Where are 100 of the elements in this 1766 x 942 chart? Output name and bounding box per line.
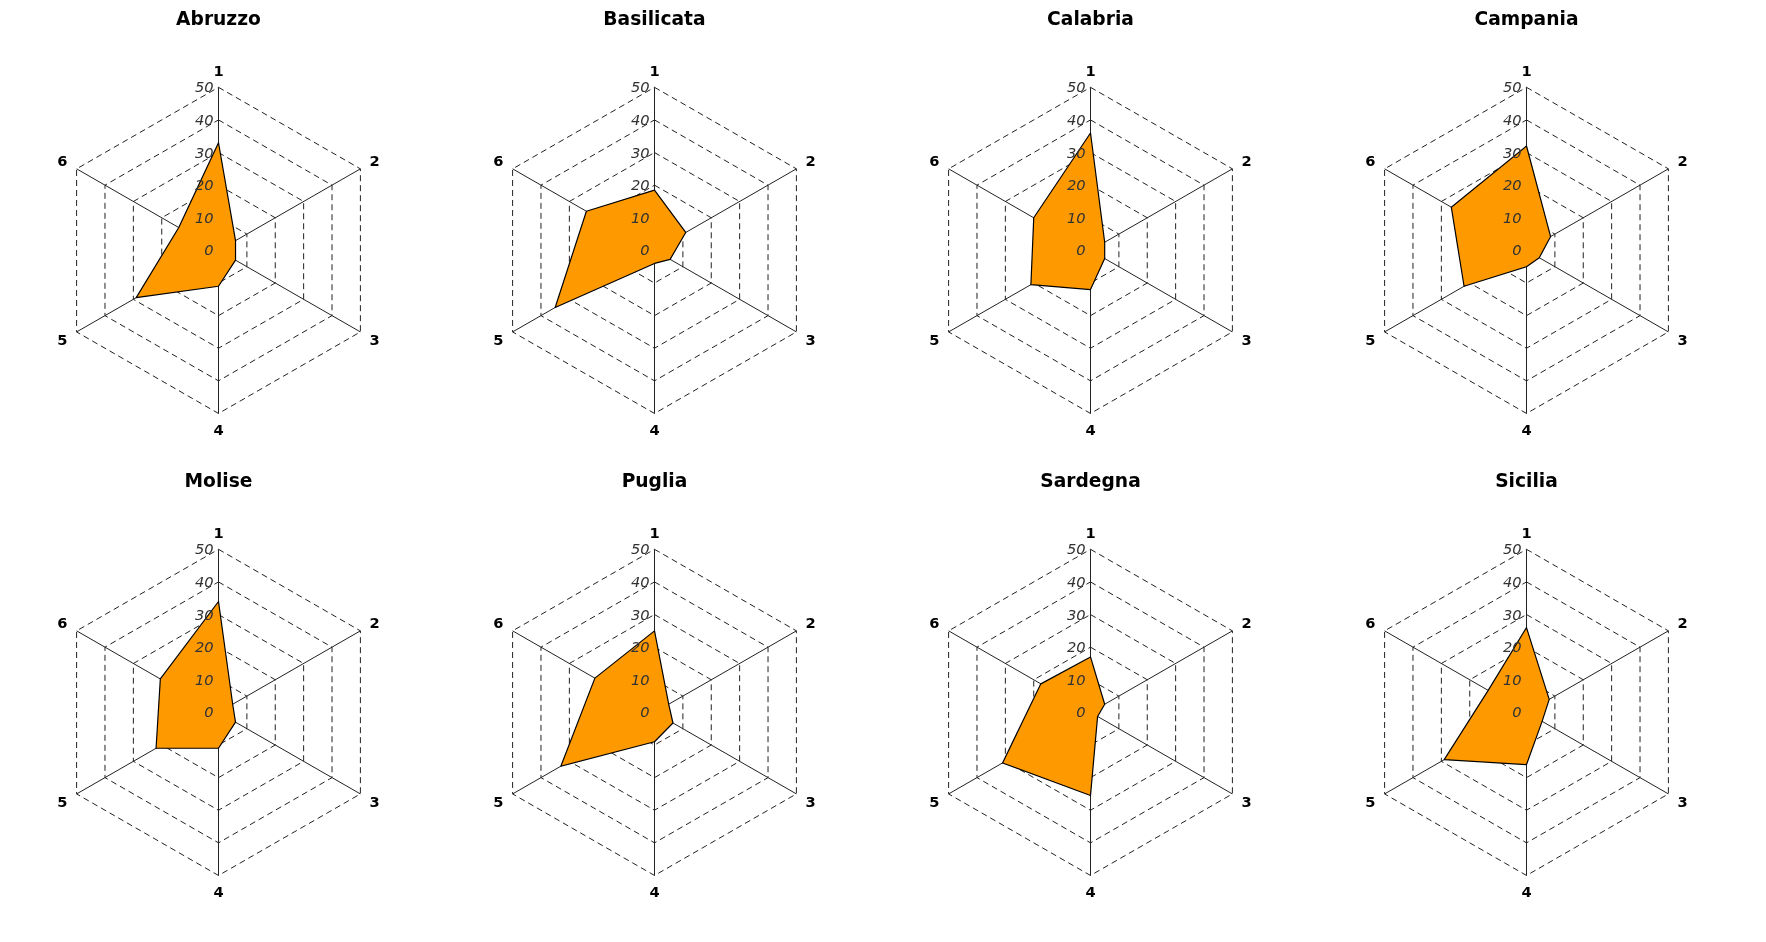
spoke-label: 2 [805, 613, 816, 631]
spoke-label: 2 [1241, 151, 1252, 169]
y-tick-label: 40 [1066, 110, 1086, 128]
spoke-label: 5 [57, 793, 68, 811]
y-tick-label: 50 [1502, 540, 1522, 558]
y-tick-label: 0 [1512, 703, 1522, 721]
chart-title: Sicilia [1495, 469, 1558, 491]
y-tick-label: 0 [204, 703, 214, 721]
y-tick-label: 20 [630, 638, 650, 656]
spoke-label: 4 [1521, 882, 1532, 900]
y-tick-label: 20 [630, 176, 650, 194]
y-tick-label: 10 [194, 208, 214, 226]
spoke-label: 6 [1365, 151, 1376, 169]
spoke-label: 2 [1677, 151, 1688, 169]
spoke-label: 5 [1365, 331, 1376, 349]
spoke-label: 1 [1085, 524, 1096, 542]
y-tick-label: 40 [194, 110, 214, 128]
y-tick-label: 50 [630, 540, 650, 558]
y-tick-label: 10 [1502, 670, 1522, 688]
spoke-label: 2 [1677, 613, 1688, 631]
y-tick-label: 30 [1066, 605, 1086, 623]
y-tick-label: 20 [1502, 176, 1522, 194]
spoke-label: 4 [1085, 882, 1096, 900]
y-tick-label: 30 [630, 605, 650, 623]
spoke-label: 6 [1365, 613, 1376, 631]
spoke-label: 4 [649, 882, 660, 900]
spoke-label: 6 [57, 151, 68, 169]
y-tick-label: 50 [1066, 540, 1086, 558]
spoke-label: 4 [213, 420, 224, 438]
spoke-label: 3 [369, 331, 380, 349]
y-tick-label: 0 [640, 241, 650, 259]
y-tick-label: 40 [194, 572, 214, 590]
spoke-label: 6 [929, 151, 940, 169]
spoke-label: 4 [1085, 420, 1096, 438]
spoke-label: 5 [493, 793, 504, 811]
spoke-label: 3 [805, 331, 816, 349]
y-tick-label: 40 [1502, 572, 1522, 590]
spoke-label: 6 [929, 613, 940, 631]
spoke-label: 5 [57, 331, 68, 349]
spoke-label: 3 [1677, 331, 1688, 349]
spoke-label: 6 [493, 613, 504, 631]
spoke-label: 6 [493, 151, 504, 169]
y-tick-label: 20 [1066, 638, 1086, 656]
y-tick-label: 10 [194, 670, 214, 688]
spoke-label: 5 [1365, 793, 1376, 811]
y-tick-label: 0 [204, 241, 214, 259]
y-tick-label: 40 [1066, 572, 1086, 590]
spoke-label: 1 [213, 62, 224, 80]
y-tick-label: 30 [194, 143, 214, 161]
chart-title: Campania [1474, 7, 1579, 29]
chart-title: Abruzzo [176, 7, 262, 29]
y-tick-label: 50 [194, 78, 214, 96]
y-tick-label: 30 [1502, 605, 1522, 623]
spoke-label: 1 [213, 524, 224, 542]
chart-title: Sardegna [1040, 469, 1141, 491]
y-tick-label: 0 [640, 703, 650, 721]
y-tick-label: 30 [630, 143, 650, 161]
y-tick-label: 40 [630, 572, 650, 590]
spoke-label: 1 [1085, 62, 1096, 80]
y-tick-label: 50 [630, 78, 650, 96]
y-tick-label: 20 [1066, 176, 1086, 194]
spoke-label: 4 [649, 420, 660, 438]
y-tick-label: 0 [1076, 703, 1086, 721]
spoke-label: 2 [805, 151, 816, 169]
chart-title: Basilicata [603, 7, 706, 29]
spoke-label: 2 [369, 151, 380, 169]
spoke-label: 4 [1521, 420, 1532, 438]
chart-title: Puglia [621, 469, 688, 491]
y-tick-label: 10 [1502, 208, 1522, 226]
y-tick-label: 0 [1512, 241, 1522, 259]
chart-title: Calabria [1047, 7, 1134, 29]
y-tick-label: 40 [1502, 110, 1522, 128]
spoke-label: 1 [649, 524, 660, 542]
spoke-label: 3 [369, 793, 380, 811]
y-tick-label: 50 [1066, 78, 1086, 96]
spoke-label: 2 [369, 613, 380, 631]
spoke-label: 3 [1241, 793, 1252, 811]
spoke-label: 5 [929, 793, 940, 811]
spoke-label: 3 [1677, 793, 1688, 811]
spoke-label: 2 [1241, 613, 1252, 631]
y-tick-label: 10 [630, 208, 650, 226]
spoke-label: 4 [213, 882, 224, 900]
y-tick-label: 50 [194, 540, 214, 558]
spoke-label: 1 [1521, 524, 1532, 542]
y-tick-label: 10 [1066, 208, 1086, 226]
spoke-label: 5 [493, 331, 504, 349]
spoke-label: 3 [1241, 331, 1252, 349]
y-tick-label: 20 [194, 638, 214, 656]
spoke-label: 1 [1521, 62, 1532, 80]
spoke-label: 1 [649, 62, 660, 80]
y-tick-label: 50 [1502, 78, 1522, 96]
spoke-label: 5 [929, 331, 940, 349]
spoke-label: 6 [57, 613, 68, 631]
spoke-label: 3 [805, 793, 816, 811]
y-tick-label: 10 [1066, 670, 1086, 688]
y-tick-label: 10 [630, 670, 650, 688]
y-tick-label: 40 [630, 110, 650, 128]
y-tick-label: 0 [1076, 241, 1086, 259]
y-tick-label: 30 [1502, 143, 1522, 161]
chart-title: Molise [184, 469, 253, 491]
